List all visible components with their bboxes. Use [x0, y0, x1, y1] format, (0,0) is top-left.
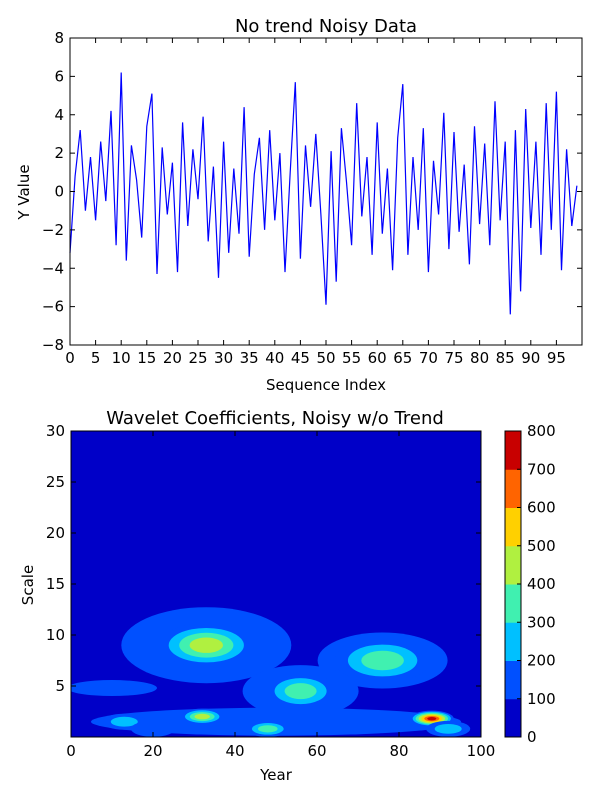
x-tick-label: 40 [265, 349, 284, 367]
wavelet-chart-title: Wavelet Coefficients, Noisy w/o Trend [106, 408, 444, 429]
wavelet-blob [245, 720, 290, 737]
series-line [69, 72, 578, 315]
y-tick-label: 15 [46, 575, 65, 593]
x-tick-label: 0 [66, 742, 76, 760]
y-tick-label: 20 [46, 524, 65, 542]
x-tick-label: 60 [368, 349, 387, 367]
wavelet-blob [131, 720, 175, 737]
x-tick-label: 20 [163, 349, 182, 367]
wavelet-chart-x-ticks: 0 20 40 60 80 100 [66, 431, 495, 760]
wavelet-blob [426, 720, 471, 737]
y-tick-label: 8 [54, 29, 64, 47]
colorbar-tick-label: 200 [527, 652, 556, 670]
x-tick-label: 25 [188, 349, 207, 367]
wavelet-blob [334, 638, 431, 683]
x-tick-label: 5 [91, 349, 101, 367]
x-tick-label: 15 [137, 349, 156, 367]
colorbar-tick-label: 800 [527, 422, 556, 440]
y-tick-label: 25 [46, 473, 65, 491]
y-tick-label: 6 [54, 67, 64, 85]
wavelet-blob [158, 623, 255, 668]
y-tick-label: 10 [46, 626, 65, 644]
colorbar-band [505, 431, 521, 470]
x-tick-label: 0 [65, 349, 75, 367]
colorbar-tick-label: 400 [527, 575, 556, 593]
wavelet-band [71, 680, 157, 697]
colorbar-band [505, 545, 521, 585]
y-tick-label: 30 [46, 422, 65, 440]
colorbar-tick-label: 100 [527, 690, 556, 708]
x-tick-label: 85 [496, 349, 515, 367]
colorbar-band [505, 469, 521, 508]
y-tick-label: −4 [42, 259, 64, 277]
line-chart-y-ticks: 8 6 4 2 0 −2 −4 −6 −8 [42, 29, 582, 354]
x-tick-label: 90 [521, 349, 540, 367]
colorbar-band [505, 507, 521, 547]
wavelet-chart-xlabel: Year [259, 766, 293, 784]
colorbar-ticks: 800 700 600 500 400 300 200 100 0 [517, 422, 556, 746]
colorbar: 800 700 600 500 400 300 200 100 0 [504, 422, 556, 746]
colorbar-band [505, 584, 521, 623]
x-tick-label: 40 [225, 742, 244, 760]
x-tick-label: 95 [547, 349, 566, 367]
x-tick-label: 50 [316, 349, 335, 367]
wavelet-blob [180, 708, 225, 725]
line-chart-x-ticks: 0 5 10 15 20 25 30 35 40 45 50 55 60 65 70 75 80 85 90 95 [65, 38, 566, 367]
colorbar-tick-label: 700 [527, 460, 556, 478]
y-tick-label: 0 [54, 183, 64, 201]
line-chart: No trend Noisy Data 0 5 10 15 20 25 30 35 40 45 50… [15, 16, 583, 394]
x-tick-label: 65 [393, 349, 412, 367]
x-tick-label: 70 [419, 349, 438, 367]
x-tick-label: 75 [444, 349, 463, 367]
x-tick-label: 30 [214, 349, 233, 367]
x-tick-label: 20 [143, 742, 162, 760]
x-tick-label: 60 [307, 742, 326, 760]
colorbar-tick-label: 300 [527, 613, 556, 631]
x-tick-label: 45 [291, 349, 310, 367]
colorbar-tick-label: 0 [527, 728, 537, 746]
wavelet-blob [264, 673, 337, 710]
y-tick-label: −2 [42, 221, 64, 239]
wavelet-chart-y-ticks: 30 25 20 15 10 5 [46, 422, 481, 695]
colorbar-band [505, 622, 521, 661]
colorbar-tick-label: 600 [527, 499, 556, 517]
line-chart-xlabel: Sequence Index [266, 376, 386, 394]
line-chart-title: No trend Noisy Data [235, 16, 417, 37]
y-tick-label: −8 [42, 336, 64, 354]
y-tick-label: 2 [54, 144, 64, 162]
x-tick-label: 100 [467, 742, 496, 760]
x-tick-label: 10 [112, 349, 131, 367]
wavelet-chart-ylabel: Scale [19, 565, 37, 605]
wavelet-blobs [71, 607, 471, 737]
colorbar-bands [505, 431, 521, 738]
x-tick-label: 80 [389, 742, 408, 760]
x-tick-label: 55 [342, 349, 361, 367]
wavelet-chart: Wavelet Coefficients, Noisy w/o Trend 0 2… [19, 408, 495, 784]
colorbar-band [505, 698, 521, 738]
y-tick-label: −6 [42, 298, 64, 316]
colorbar-tick-label: 500 [527, 537, 556, 555]
y-tick-label: 4 [54, 106, 64, 124]
y-tick-label: 5 [55, 677, 65, 695]
x-tick-label: 35 [240, 349, 259, 367]
colorbar-band [505, 660, 521, 700]
x-tick-label: 80 [470, 349, 489, 367]
line-chart-ylabel: Y Value [15, 164, 33, 220]
